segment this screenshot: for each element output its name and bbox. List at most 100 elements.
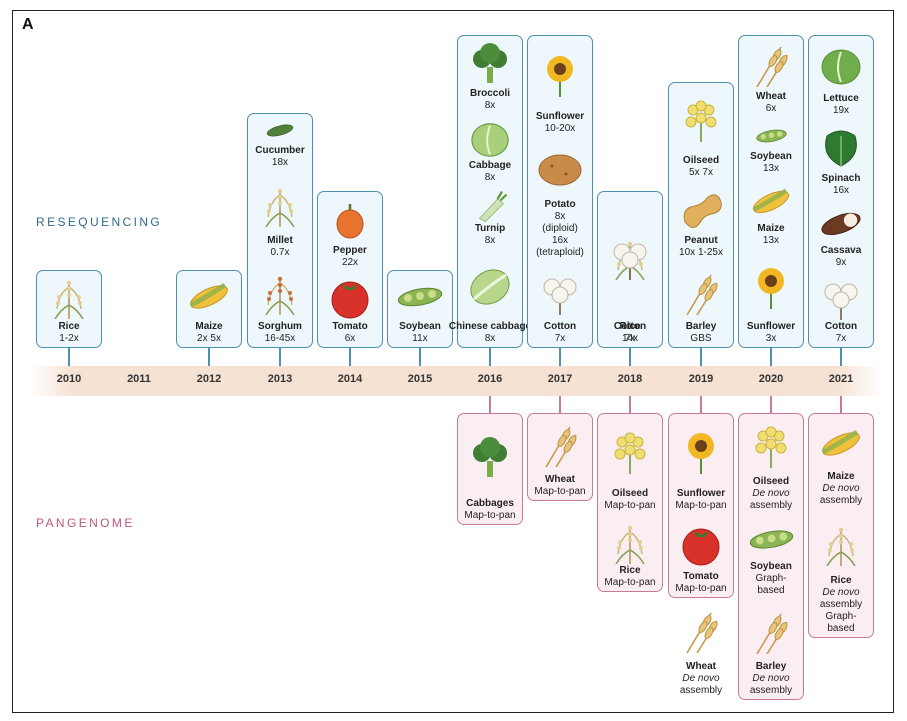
soybean-icon bbox=[396, 275, 444, 324]
crop-coverage: De novo bbox=[752, 488, 790, 499]
crop-coverage: 3x bbox=[765, 333, 777, 344]
resequencing-connector bbox=[208, 348, 210, 366]
crop-name: Rice bbox=[619, 321, 641, 332]
crop-name: Spinach bbox=[821, 173, 861, 184]
crop-coverage: Map-to-pan bbox=[604, 500, 656, 511]
crop-name: Cotton bbox=[543, 321, 577, 332]
year-label: 2012 bbox=[196, 373, 222, 385]
crop-coverage: based bbox=[757, 585, 785, 596]
soybean-icon bbox=[755, 121, 788, 156]
crop-coverage: 8x bbox=[484, 100, 496, 111]
cotton-icon bbox=[817, 276, 865, 325]
crop-name: Barley bbox=[755, 661, 787, 672]
crop-coverage: 8x bbox=[484, 333, 496, 344]
pangenome-section-label: PANGENOME bbox=[36, 516, 135, 530]
crop-label: Chinese cabbage 8x bbox=[449, 321, 531, 345]
crop-name: Cabbages bbox=[466, 498, 514, 509]
crop-coverage: assembly bbox=[819, 495, 863, 506]
crop-coverage: 8x bbox=[484, 235, 496, 246]
crop-coverage: Map-to-pan bbox=[675, 500, 727, 511]
wheat-icon bbox=[677, 609, 725, 658]
crop-label: Wheat De novo assembly bbox=[680, 661, 722, 697]
crop-label: Sunflower 3x bbox=[747, 321, 795, 345]
year-label: 2019 bbox=[688, 373, 714, 385]
pangenome-connector bbox=[770, 396, 772, 413]
crop-label: Wheat 6x bbox=[756, 91, 786, 115]
rice-icon bbox=[817, 522, 865, 571]
cabbage-icon bbox=[467, 118, 513, 165]
crop-label: Maize 13x bbox=[757, 223, 784, 247]
crop-name: Sorghum bbox=[258, 321, 302, 332]
rice-icon bbox=[45, 275, 93, 324]
soybean-icon bbox=[748, 518, 795, 566]
crop-label: Oilseed De novo assembly bbox=[750, 476, 792, 512]
resequencing-section-label: RESEQUENCING bbox=[36, 215, 163, 229]
crop-name: Pepper bbox=[333, 245, 367, 256]
crop-name: Cotton bbox=[613, 321, 647, 332]
sunflower-icon bbox=[747, 265, 795, 314]
cotton-icon bbox=[536, 271, 584, 320]
resequencing-column-2015 bbox=[387, 270, 453, 348]
crop-label: Tomato Map-to-pan bbox=[675, 571, 726, 595]
crop-name: Wheat bbox=[686, 661, 716, 672]
crop-name: Maize bbox=[827, 471, 855, 482]
crop-name: Cabbage bbox=[468, 160, 512, 171]
crop-name: Millet bbox=[267, 235, 293, 246]
oilseed-icon bbox=[606, 430, 654, 479]
crop-name: Peanut bbox=[684, 235, 718, 246]
crop-name: Oilseed bbox=[752, 476, 790, 487]
crop-coverage: De novo bbox=[752, 673, 790, 684]
crop-coverage: 1-2x bbox=[59, 333, 79, 344]
broccoli-cabbage-icon bbox=[466, 435, 514, 484]
sunflower-icon bbox=[677, 430, 725, 479]
pangenome-connector bbox=[629, 396, 631, 413]
pangenome-column-2017 bbox=[527, 413, 593, 501]
crop-coverage: De novo bbox=[682, 673, 720, 684]
lettuce-icon bbox=[817, 44, 865, 93]
crop-name: Barley bbox=[685, 321, 717, 332]
crop-name: Rice bbox=[830, 575, 852, 586]
crop-label: Rice Map-to-pan bbox=[604, 565, 655, 589]
resequencing-connector bbox=[349, 348, 351, 366]
crop-coverage: based bbox=[827, 623, 855, 634]
crop-coverage: assembly bbox=[679, 685, 723, 696]
year-label: 2017 bbox=[547, 373, 573, 385]
year-label: 2010 bbox=[56, 373, 82, 385]
resequencing-connector bbox=[700, 348, 702, 366]
crop-label: Barley GBS bbox=[686, 321, 717, 345]
crop-name: Maize bbox=[195, 321, 223, 332]
year-label: 2015 bbox=[407, 373, 433, 385]
tomato-icon bbox=[326, 276, 374, 325]
crop-label: Soybean 13x bbox=[750, 151, 792, 175]
barley-icon bbox=[747, 610, 795, 659]
crop-coverage: Map-to-pan bbox=[464, 510, 516, 521]
crop-name: Cucumber bbox=[255, 145, 305, 156]
crop-label: Spinach 16x bbox=[822, 173, 861, 197]
crop-label: Pepper 22x bbox=[333, 245, 367, 269]
crop-label: Oilseed 5x 7x bbox=[683, 155, 719, 179]
cassava-icon bbox=[818, 203, 864, 250]
resequencing-column-2012 bbox=[176, 270, 242, 348]
crop-label: Cabbage 8x bbox=[469, 160, 511, 184]
crop-label: Cassava 9x bbox=[821, 245, 862, 269]
crop-name: Sunflower bbox=[746, 321, 796, 332]
rice-icon bbox=[606, 520, 654, 569]
crop-coverage: 7x bbox=[624, 333, 636, 344]
resequencing-connector bbox=[419, 348, 421, 366]
crop-coverage: (diploid) bbox=[542, 223, 578, 234]
crop-coverage: 16-45x bbox=[264, 333, 296, 344]
crop-coverage: assembly bbox=[749, 500, 793, 511]
crop-name: Turnip bbox=[474, 223, 506, 234]
crop-coverage: 7x bbox=[554, 333, 566, 344]
crop-name: Rice bbox=[619, 565, 641, 576]
crop-label: Cucumber 18x bbox=[255, 145, 304, 169]
year-label: 2016 bbox=[477, 373, 503, 385]
year-label: 2013 bbox=[267, 373, 293, 385]
crop-label: Peanut 10x 1-25x bbox=[679, 235, 723, 259]
resequencing-connector bbox=[68, 348, 70, 366]
crop-label: Cotton 7x bbox=[544, 321, 576, 345]
crop-label: Cotton 7x bbox=[614, 321, 646, 345]
year-label: 2021 bbox=[828, 373, 854, 385]
crop-label: Millet 0.7x bbox=[267, 235, 293, 259]
